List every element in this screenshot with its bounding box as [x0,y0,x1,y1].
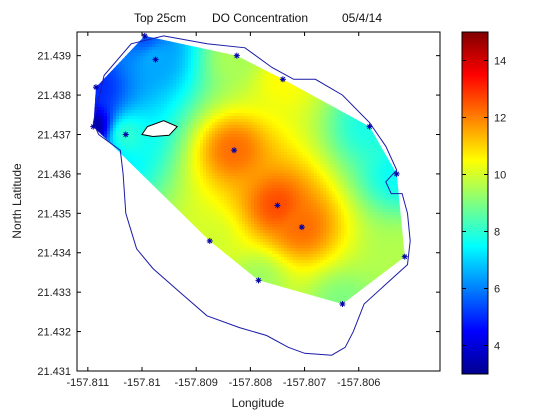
station-marker [393,170,400,177]
plot-frame [76,31,441,372]
station-marker [339,300,346,307]
y-tick-label: 21.439 [37,51,71,63]
title-quantity: DO Concentration [212,11,308,25]
station-marker [366,123,373,130]
y-tick-label: 21.438 [37,90,71,102]
x-tick-label: -157.807 [283,377,326,389]
station-marker [152,56,159,63]
colorbar-tick-label: 4 [494,341,500,353]
colorbar-tick-label: 10 [494,170,506,182]
station-marker [122,131,129,138]
station-marker [231,147,238,154]
station-marker [90,123,97,130]
x-tick-label: -157.811 [67,377,110,389]
y-tick-label: 21.433 [37,287,71,299]
y-tick-label: 21.437 [37,129,71,141]
shoreline-path [92,35,411,356]
y-tick-label: 21.435 [37,208,71,220]
y-tick-label: 21.434 [37,248,71,260]
y-tick-label: 21.432 [37,327,71,339]
colorbar-tick-label: 6 [494,284,500,296]
colorbar-tick-label: 12 [494,113,506,125]
x-tick-label: -157.809 [174,377,217,389]
x-tick-label: -157.808 [229,377,272,389]
colorbar [461,31,489,375]
station-marker [274,202,281,209]
shoreline [92,35,411,356]
y-axis-ticks: 21.431 21.432 21.433 21.434 21.435 21.436 21.4… [37,51,440,378]
station-marker [233,52,240,59]
y-tick-label: 21.431 [37,366,71,378]
colorbar-tick-label: 14 [494,56,506,68]
colorbar-tick-label: 8 [494,227,500,239]
title-depth: Top 25cm [134,11,186,25]
y-axis-label: North Latitude [10,163,24,239]
station-marker [206,237,213,244]
title-date: 05/4/14 [342,11,382,25]
x-tick-label: -157.806 [337,377,380,389]
station-markers [90,32,408,307]
x-axis-label: Longitude [232,396,285,410]
station-marker [401,253,408,260]
station-marker [92,84,99,91]
x-axis-ticks: -157.811 -157.81 -157.809 -157.808 -157.807-… [67,32,380,389]
chart-title: Top 25cm DO Concentration 05/4/14 [134,11,382,25]
colorbar-ticks: 4 6 8 10 12 14 [462,56,506,353]
station-marker [255,277,262,284]
station-marker [298,224,305,231]
island-outline [141,120,179,138]
station-marker [141,32,148,39]
station-marker [279,76,286,83]
x-tick-label: -157.81 [123,377,160,389]
y-tick-label: 21.436 [37,169,71,181]
